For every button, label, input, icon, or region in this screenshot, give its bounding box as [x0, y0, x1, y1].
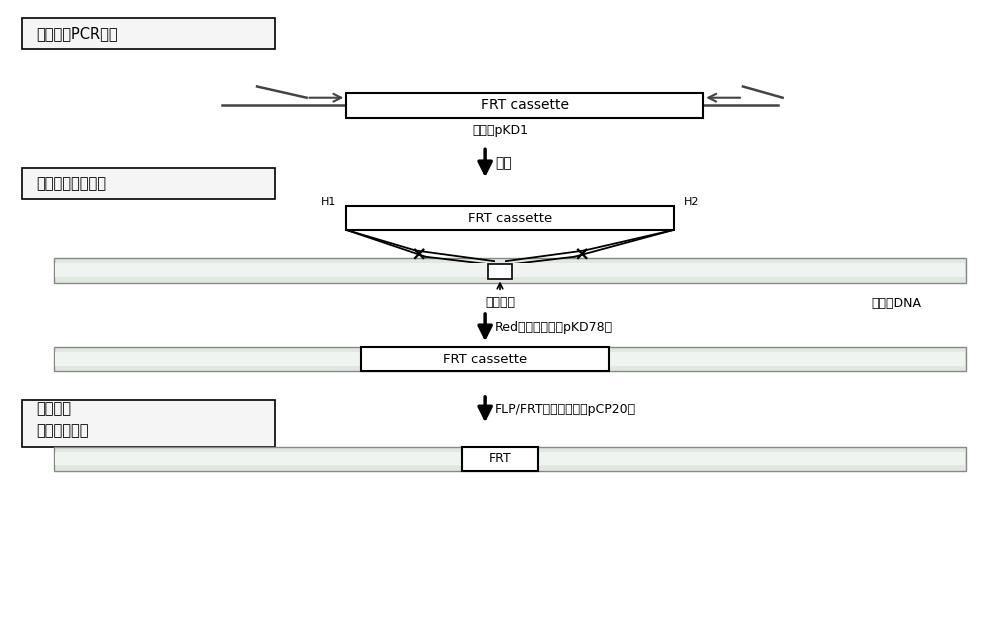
Bar [361, 347, 609, 371]
Text: FRT cassette: FRT cassette [443, 353, 527, 365]
Text: Red介导的重组（pKD78）: Red介导的重组（pKD78） [495, 321, 613, 334]
Bar [22, 400, 275, 447]
Bar [462, 447, 538, 471]
Bar [54, 347, 966, 371]
Text: FRT: FRT [489, 453, 511, 465]
Text: 第三步：
剪切抗性基因: 第三步： 剪切抗性基因 [36, 401, 88, 438]
Text: ×: × [410, 245, 427, 264]
Text: 插入位点: 插入位点 [485, 296, 515, 309]
Bar [55, 452, 965, 465]
Text: H1: H1 [321, 197, 336, 207]
Bar [54, 447, 966, 471]
Text: 第一步：PCR扩增: 第一步：PCR扩增 [36, 26, 118, 41]
Bar [54, 258, 966, 283]
Bar [22, 18, 275, 49]
Text: 第二步：基因插入: 第二步：基因插入 [36, 176, 106, 191]
Text: ×: × [573, 245, 590, 264]
Bar [346, 206, 674, 230]
Text: FLP/FRT介导的重组（pCP20）: FLP/FRT介导的重组（pCP20） [495, 403, 636, 416]
Text: 模板是pKD1: 模板是pKD1 [472, 124, 528, 137]
Bar [55, 264, 965, 277]
Text: H2: H2 [683, 197, 699, 207]
Bar [22, 167, 275, 198]
Text: FRT cassette: FRT cassette [481, 98, 569, 112]
Bar [55, 353, 965, 366]
Text: 电转: 电转 [495, 156, 512, 170]
Text: FRT cassette: FRT cassette [468, 212, 552, 224]
Bar [488, 264, 512, 279]
Text: 染色体DNA: 染色体DNA [872, 297, 922, 310]
Bar [346, 93, 703, 118]
